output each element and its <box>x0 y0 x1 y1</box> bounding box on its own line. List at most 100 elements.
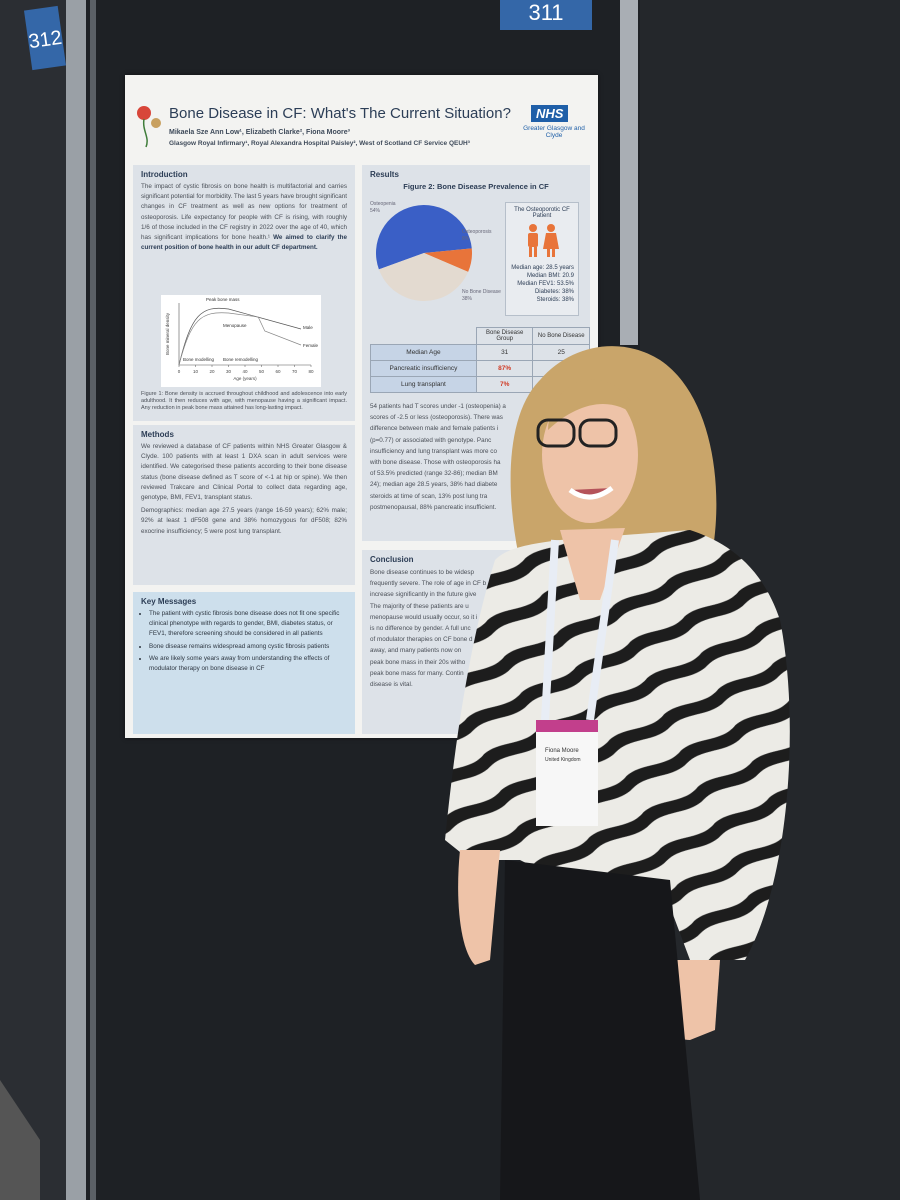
curve-female <box>178 312 302 366</box>
table-row: Lung transplant 7% <box>370 376 590 393</box>
table-header: No Bone Disease <box>532 327 590 345</box>
pie-slice <box>378 253 469 301</box>
text-line: insufficiency and lung transplant was mo… <box>370 447 497 455</box>
affiliations: Glasgow Royal Infirmary¹, Royal Alexandr… <box>169 140 470 147</box>
section-heading: Results <box>370 170 399 179</box>
x-tick-label: 50 <box>259 369 265 374</box>
figure-label: Female <box>303 343 319 348</box>
figure-label: Bone remodelling <box>223 357 259 362</box>
text-line: 54 patients had T scores under -1 (osteo… <box>370 403 506 410</box>
paragraph: We reviewed a database of CF patients wi… <box>141 443 347 502</box>
key-message: Bone disease remains widespread among cy… <box>149 642 347 652</box>
key-message: The patient with cystic fibrosis bone di… <box>149 609 347 640</box>
text-line: disease is vital. <box>370 681 413 689</box>
patient-icons <box>528 224 559 257</box>
introduction-panel: Introduction The impact of cystic fibros… <box>133 165 355 421</box>
results-table: Bone Disease Group No Bone Disease Median … <box>370 327 590 393</box>
y-axis-label: Bone mineral density <box>165 312 170 355</box>
logo-rose <box>137 106 161 148</box>
poster: Bone Disease in CF: What's The Current S… <box>125 75 598 738</box>
row-label: Lung transplant <box>370 376 477 393</box>
patient-stat: Median BMI: 20.9 <box>526 273 574 279</box>
table-cell: 87% <box>475 360 534 377</box>
key-messages-panel: Key Messages The patient with cystic fib… <box>133 592 355 734</box>
text: The impact of cystic fibrosis on bone he… <box>141 183 347 242</box>
x-tick-label: 30 <box>226 369 232 374</box>
x-axis-label: Age (years) <box>233 376 257 381</box>
text-line: Bone disease continues to be widesp <box>370 569 474 576</box>
pie-slice <box>376 205 472 270</box>
emphasis: We aimed to clarify the current position… <box>141 234 348 252</box>
text-line: difference between male and female patie… <box>370 425 499 433</box>
slice-label: Osteoporosis <box>462 229 492 235</box>
patient-box-title: The Osteoporotic CF Patient <box>514 207 570 219</box>
row-label: Pancreatic insufficiency <box>370 360 477 377</box>
patient-box: The Osteoporotic CF Patient Median age: … <box>505 202 579 316</box>
text-line: peak bone mass for many. Contin <box>370 669 464 677</box>
section-heading: Introduction <box>141 170 188 179</box>
table-cell: 31 <box>475 344 534 361</box>
text-line: with bone disease. Those with osteoporos… <box>370 459 501 467</box>
text-line: postmenopausal, 88% pancreatic insuffici… <box>370 503 497 511</box>
conclusion-panel: Conclusion Bone disease continues to be … <box>362 550 590 734</box>
figure-label: Male <box>303 325 313 330</box>
key-message: We are likely some years away from under… <box>149 654 347 674</box>
conclusion-text: Bone disease continues to be widesp frequ… <box>362 567 590 690</box>
x-tick-label: 80 <box>308 369 314 374</box>
text-line: The majority of these patients are u <box>370 602 469 610</box>
figure-caption: Figure 1: Bone density is accrued throug… <box>141 391 347 411</box>
results-text: 54 patients had T scores under -1 (osteo… <box>362 401 590 513</box>
booth-number: 311 <box>528 0 563 25</box>
slice-label: Osteopenia <box>370 201 396 207</box>
table-cell: 75 <box>532 360 590 377</box>
authors: Mikaela Sze Ann Low¹, Elizabeth Clarke²,… <box>169 129 350 136</box>
table-header-row: Bone Disease Group No Bone Disease <box>371 327 590 345</box>
table-row: Median Age 31 25 <box>370 344 590 361</box>
text-line: frequently severe. The role of age in CF… <box>370 580 487 588</box>
patient-stat: Median age: 28.5 years <box>511 265 574 271</box>
table-cell: 25 <box>532 344 590 361</box>
slice-label: No Bone Disease <box>462 289 501 295</box>
x-tick-label: 40 <box>242 369 248 374</box>
text-line: is no difference by gender. A full unc <box>370 625 471 633</box>
nhs-org: Greater Glasgow and Clyde <box>523 125 585 139</box>
patient-stat: Steroids: 38% <box>536 297 574 303</box>
table-row: Pancreatic insufficiency 87% 75 <box>370 360 590 377</box>
section-heading: Conclusion <box>370 555 414 564</box>
section-heading: Methods <box>141 430 174 439</box>
text-line: (p=0.77) or associated with genotype. Pa… <box>370 436 492 444</box>
figure-title: Figure 2: Bone Disease Prevalence in CF <box>403 182 549 191</box>
key-messages-list: The patient with cystic fibrosis bone di… <box>133 609 355 674</box>
figure-label: Bone modelling <box>183 357 215 362</box>
patient-stat: Median FEV1: 53.5% <box>517 281 574 287</box>
text-line: of modulator therapies on CF bone d <box>370 636 473 644</box>
patient-stat: Diabetes: 38% <box>534 289 574 295</box>
row-label: Median Age <box>370 344 477 361</box>
axes <box>178 303 311 366</box>
poster-title: Bone Disease in CF: What's The Current S… <box>169 105 511 122</box>
figure-1: 0 10 20 30 40 50 60 70 80 Peak bone mass Menopause… <box>161 295 321 387</box>
paragraph: Demographics: median age 27.5 years (ran… <box>141 507 347 535</box>
paragraph: The impact of cystic fibrosis on bone he… <box>133 182 355 253</box>
text-line: menopause would usually occur, so it i <box>370 613 478 621</box>
table-corner <box>371 328 477 345</box>
text-line: increase significantly in the future giv… <box>370 591 477 599</box>
x-tick-label: 10 <box>193 369 199 374</box>
results-panel: Results Figure 2: Bone Disease Prevalenc… <box>362 165 590 541</box>
x-tick-label: 60 <box>275 369 281 374</box>
x-tick-label: 20 <box>209 369 215 374</box>
figure-label: Menopause <box>223 323 247 328</box>
section-heading: Key Messages <box>141 597 197 606</box>
x-tick-label: 0 <box>178 369 181 374</box>
x-tick-label: 70 <box>292 369 298 374</box>
text-line: 24); median age 28.5 years, 38% had diab… <box>370 481 498 489</box>
slice-value: 38% <box>462 296 473 302</box>
patient-stats: Median age: 28.5 years Median BMI: 20.9 Me… <box>506 264 578 304</box>
slice-value: 8% <box>462 236 470 242</box>
pie-slice <box>424 248 472 272</box>
figure-label: Peak bone mass <box>206 297 240 302</box>
nhs-logo: NHS <box>531 105 569 122</box>
text-line: of 53.5% predicted (range 32-86); median… <box>370 470 498 478</box>
